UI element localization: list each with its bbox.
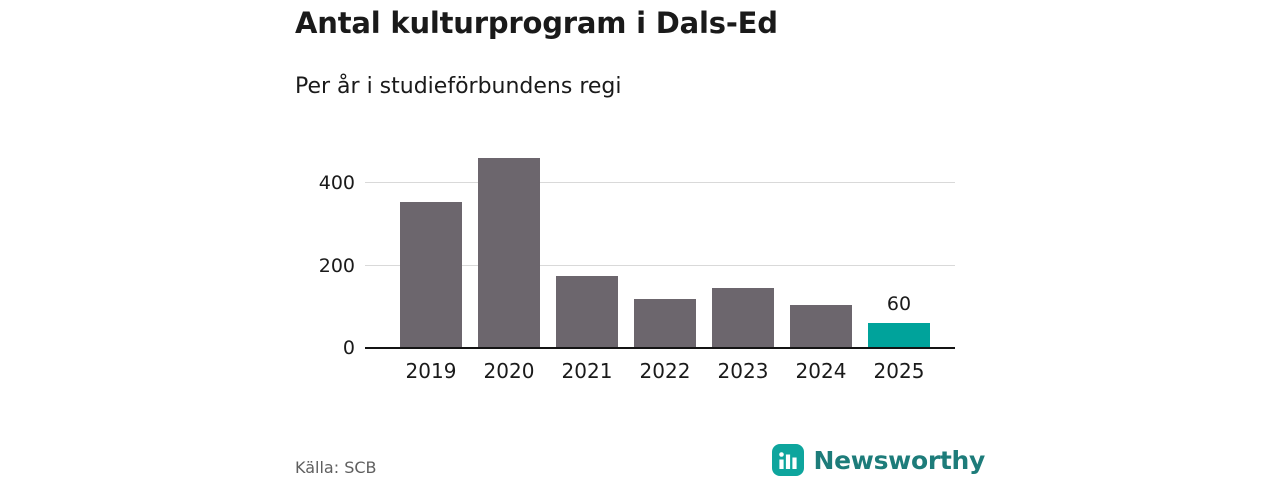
y-tick-label: 200 (318, 255, 355, 277)
x-tick-label: 2023 (717, 359, 769, 383)
x-tick-label: 2022 (639, 359, 691, 383)
bar-2019 (400, 202, 462, 348)
bar-value-label: 60 (886, 293, 912, 315)
bar-2024 (790, 305, 852, 348)
x-tick-label: 2024 (795, 359, 847, 383)
source-note: Källa: SCB (295, 458, 377, 477)
gridline (365, 265, 955, 266)
bar-2023 (712, 288, 774, 348)
bar-2025 (868, 323, 930, 348)
bar-group-2025: 60 2025 (868, 148, 930, 383)
gridlines (365, 148, 955, 348)
bar-2021 (556, 276, 618, 348)
newsworthy-icon (771, 444, 804, 476)
newsworthy-logo[interactable]: Newsworthy (771, 443, 986, 477)
x-tick-label: 2021 (561, 359, 613, 383)
y-axis: 0 200 400 (319, 148, 955, 359)
bar-2022 (634, 299, 696, 348)
x-axis-line (365, 347, 955, 349)
gridline (365, 182, 955, 183)
x-tick-label: 2020 (483, 359, 535, 383)
bar-series: 2019 2020 2021 2022 2023 2024 60 2025 (365, 148, 955, 383)
bar-chart: 0 200 400 2019 2020 2021 2022 2023 2024 60 2025 (319, 148, 955, 383)
newsworthy-wordmark: Newsworthy (813, 445, 986, 475)
bar-group-2022: 2022 (634, 148, 696, 383)
bar-group-2021: 2021 (556, 148, 618, 383)
bar-group-2019: 2019 (400, 148, 462, 383)
bar-group-2023: 2023 (712, 148, 774, 383)
x-tick-label: 2025 (873, 359, 925, 383)
y-tick-label: 0 (342, 337, 355, 359)
bar-group-2020: 2020 (478, 148, 540, 383)
y-tick-label: 400 (318, 172, 355, 194)
bar-group-2024: 2024 (790, 148, 852, 383)
bar-2020 (478, 158, 540, 348)
chart-subtitle: Per år i studieförbundens regi (295, 74, 622, 99)
x-tick-label: 2019 (405, 359, 457, 383)
chart-title: Antal kulturprogram i Dals-Ed (295, 6, 778, 40)
